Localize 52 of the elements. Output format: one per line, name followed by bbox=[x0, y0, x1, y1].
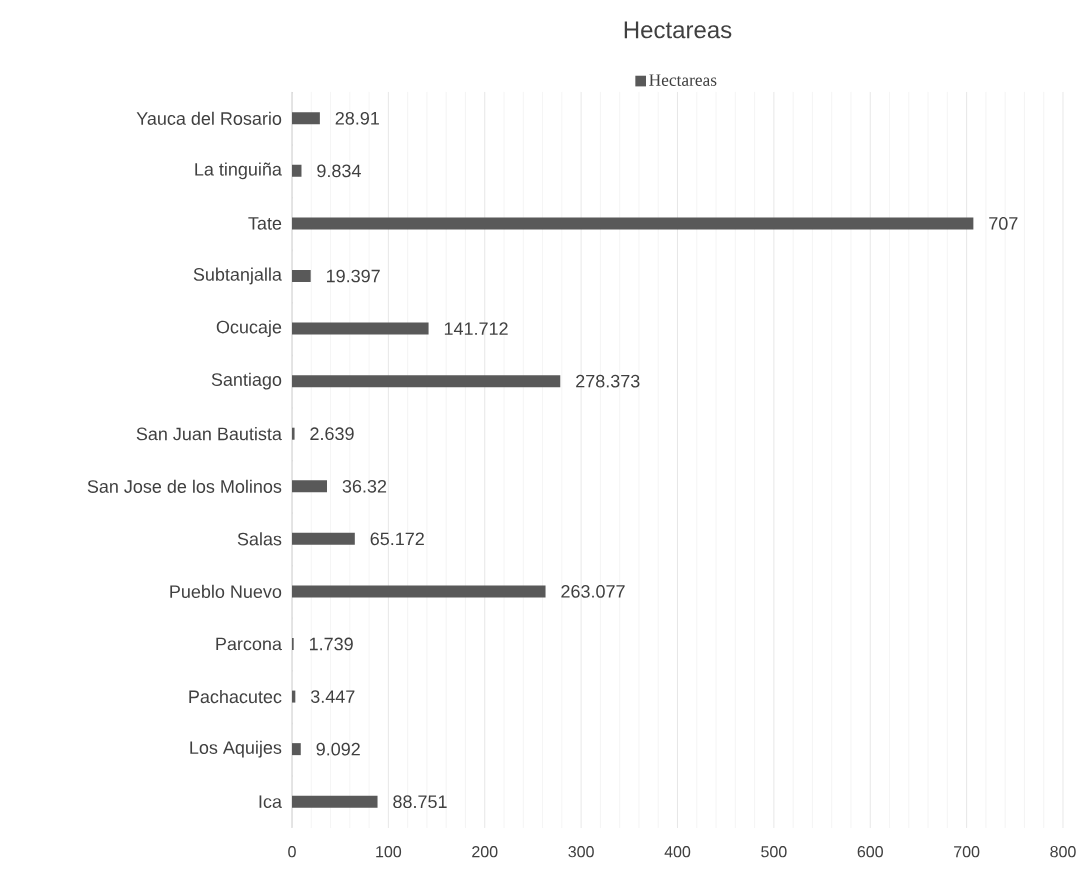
x-tick-label: 0 bbox=[288, 846, 296, 858]
bar bbox=[292, 532, 355, 545]
y-tick-label: Ocucaje bbox=[216, 320, 282, 337]
y-tick-label: Los Aquijes bbox=[190, 740, 282, 758]
x-tick-label: 200 bbox=[472, 846, 498, 858]
data-label: 141.712 bbox=[444, 322, 508, 335]
bar bbox=[292, 585, 546, 598]
bar bbox=[292, 164, 302, 177]
data-label: 9.834 bbox=[317, 164, 361, 178]
y-tick-label: Pachacutec bbox=[189, 689, 282, 704]
y-tick-label: Subtanjalla bbox=[193, 267, 282, 285]
y-tick-label: Pueblo Nuevo bbox=[170, 584, 282, 599]
data-label: 28.91 bbox=[335, 111, 379, 125]
data-label: 278.373 bbox=[576, 374, 640, 388]
x-tick-label: 600 bbox=[857, 846, 883, 858]
y-tick-label: Salas bbox=[237, 532, 282, 546]
data-label: 36.32 bbox=[342, 479, 387, 493]
bar bbox=[292, 743, 301, 756]
x-tick-label: 500 bbox=[761, 846, 787, 858]
data-label: 88.751 bbox=[393, 795, 447, 809]
y-tick-label: Yauca del Rosario bbox=[136, 111, 282, 125]
data-label: 3.447 bbox=[310, 690, 355, 703]
x-tick-label: 800 bbox=[1050, 846, 1076, 858]
bar bbox=[292, 480, 328, 493]
data-label: 1.739 bbox=[309, 637, 353, 651]
bar bbox=[292, 112, 320, 125]
bar bbox=[292, 375, 561, 388]
legend-label: Hectareas bbox=[649, 74, 717, 86]
y-tick-label: La tinguiña bbox=[195, 162, 282, 180]
x-tick-label: 700 bbox=[954, 846, 980, 858]
y-tick-label: Santiago bbox=[211, 372, 282, 390]
data-label: 9.092 bbox=[316, 742, 360, 756]
bar bbox=[292, 322, 429, 335]
bar bbox=[292, 270, 311, 282]
y-tick-label: San Jose de los Molinos bbox=[87, 479, 282, 493]
data-label: 263.077 bbox=[561, 585, 625, 598]
x-tick-label: 100 bbox=[376, 846, 402, 858]
data-label: 65.172 bbox=[370, 532, 424, 546]
bar bbox=[292, 795, 378, 808]
x-tick-label: 400 bbox=[664, 846, 691, 858]
data-label: 707 bbox=[989, 217, 1018, 230]
bar bbox=[292, 217, 974, 230]
bar bbox=[292, 427, 295, 440]
x-tick-label: 300 bbox=[568, 846, 594, 858]
y-tick-label: Parcona bbox=[216, 637, 282, 651]
data-label: 19.397 bbox=[327, 269, 380, 283]
y-tick-label: Tate bbox=[248, 217, 282, 230]
data-label: 2.639 bbox=[310, 427, 354, 441]
y-tick-label: San Juan Bautista bbox=[136, 427, 282, 441]
chart-title: Hectareas bbox=[624, 21, 732, 39]
bar bbox=[292, 690, 296, 703]
y-tick-label: Ica bbox=[259, 795, 282, 808]
